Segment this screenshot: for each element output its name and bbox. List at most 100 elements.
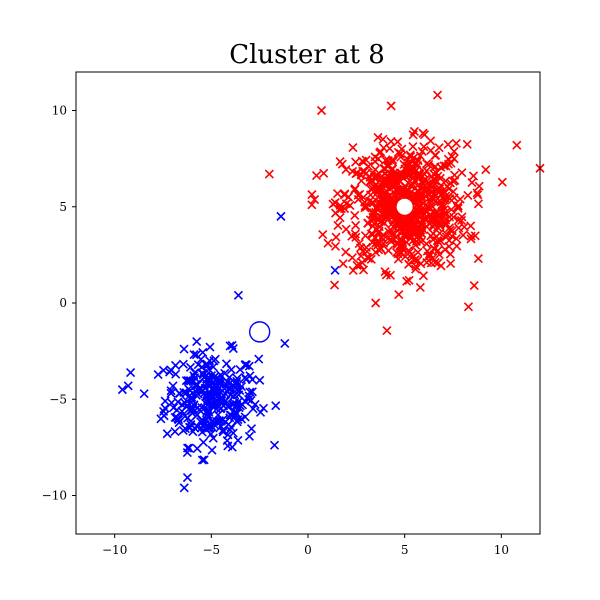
- series-0-point-105: [218, 427, 228, 437]
- series-1-point-701: [316, 105, 327, 116]
- series-0-point-305: [117, 385, 127, 395]
- series-1-point-412: [467, 177, 477, 188]
- series-1-point-561: [383, 246, 394, 256]
- series-1-point-668: [404, 259, 414, 269]
- series-0-point-211: [231, 378, 241, 388]
- series-1-point-463: [441, 215, 451, 225]
- series-0-point-268: [182, 396, 192, 406]
- series-0-point-252: [191, 390, 201, 400]
- series-0-point-255: [202, 359, 212, 369]
- series-1-point-567: [418, 224, 428, 235]
- series-1-point-490: [390, 190, 401, 200]
- series-1-point-151: [474, 181, 484, 191]
- series-1-point-144: [329, 280, 340, 290]
- series-0-point-132: [208, 433, 218, 443]
- series-1-point-500: [441, 176, 451, 186]
- series-1-point-671: [378, 134, 388, 144]
- series-0-point-281: [204, 390, 214, 401]
- series-1-point-476: [361, 155, 371, 165]
- series-0-point-286: [243, 394, 254, 404]
- series-1-point-527: [378, 230, 388, 240]
- x-tick-label-3: 5: [401, 543, 409, 557]
- series-1-point-670: [466, 234, 476, 244]
- series-1-point-168: [434, 143, 444, 153]
- series-1-point-520: [425, 251, 435, 261]
- series-1-point-669: [447, 151, 457, 161]
- series-1-point-39: [351, 220, 361, 231]
- series-1-point-513: [360, 231, 370, 241]
- series-0-point-290: [210, 372, 220, 382]
- series-1-point-612: [440, 245, 450, 255]
- series-0-point-177: [227, 442, 237, 452]
- series-1-point-623: [415, 282, 425, 292]
- series-1-point-143: [331, 232, 341, 242]
- series-0-point-275: [228, 385, 238, 395]
- series-1-point-611: [442, 229, 452, 240]
- series-1-point-519: [459, 222, 469, 232]
- series-1-point-656: [423, 251, 433, 261]
- series-1-point-313: [391, 232, 401, 242]
- series-0-point-269: [212, 404, 222, 414]
- series-1-point-616: [350, 229, 360, 239]
- series-0-point-304: [233, 290, 243, 300]
- series-0-point-185: [258, 403, 269, 413]
- series-0-point-280: [214, 374, 224, 385]
- series-1-point-584: [387, 226, 397, 236]
- series-0-point-258: [190, 368, 200, 378]
- series-1-point-643: [341, 164, 351, 175]
- series-1-point-641: [433, 171, 443, 181]
- series-1-point-698: [393, 216, 404, 226]
- series-0-point-292: [202, 361, 212, 371]
- series-0-point-302: [276, 211, 286, 221]
- series-0-point-295: [222, 435, 232, 446]
- series-1-point-502: [393, 147, 403, 157]
- series-1-point-197: [348, 265, 358, 276]
- series-0-point-160: [166, 386, 176, 396]
- series-1-point-632: [412, 158, 422, 168]
- series-0-point-246: [186, 416, 196, 426]
- series-1-point-658: [365, 190, 376, 200]
- series-1-point-691: [428, 229, 438, 239]
- series-0-point-306: [123, 381, 133, 391]
- series-1-point-538: [443, 139, 453, 149]
- series-1-point-609: [368, 229, 378, 239]
- series-1-point-704: [512, 140, 522, 150]
- series-1-point-639: [368, 209, 378, 219]
- series-1-point-681: [307, 190, 317, 200]
- x-tick-label-4: 10: [494, 543, 509, 557]
- series-0-point-260: [247, 374, 257, 385]
- series-1-point-530: [440, 207, 451, 218]
- series-0-point-209: [248, 404, 258, 414]
- series-1-point-539: [332, 188, 343, 199]
- series-1-point-633: [345, 200, 355, 211]
- series-1-point-222: [382, 326, 392, 336]
- series-0-point-278: [208, 423, 218, 433]
- series-1-point-700: [264, 169, 274, 179]
- series-1-point-682: [446, 204, 456, 215]
- series-1-point-657: [340, 189, 350, 199]
- series-0-point-36: [160, 396, 170, 406]
- series-0-point-297: [200, 372, 210, 382]
- series-0-point-244: [139, 389, 149, 399]
- series-1-point-659: [415, 233, 425, 243]
- series-0-point-243: [192, 443, 202, 454]
- series-1-point-359: [394, 290, 404, 300]
- series-0-point-167: [240, 360, 250, 370]
- series-0-point-179: [217, 395, 227, 406]
- series-1-point-688: [413, 186, 424, 196]
- series-1-point-652: [431, 150, 441, 160]
- series-0-point-267: [211, 388, 221, 398]
- series-1-point-687: [418, 171, 428, 181]
- series-1-point-22: [408, 142, 418, 152]
- series-1-point-236: [373, 132, 383, 143]
- series-1-point-298: [335, 213, 345, 223]
- series-1-point-482: [433, 258, 443, 268]
- series-1-point-136: [409, 126, 419, 136]
- series-1-point-512: [453, 201, 463, 211]
- series-0-point-288: [244, 391, 254, 401]
- series-1-point-650: [358, 246, 368, 256]
- series-0-point-25: [198, 347, 208, 357]
- series-1-point-693: [379, 207, 390, 217]
- series-1-point-705: [371, 298, 381, 308]
